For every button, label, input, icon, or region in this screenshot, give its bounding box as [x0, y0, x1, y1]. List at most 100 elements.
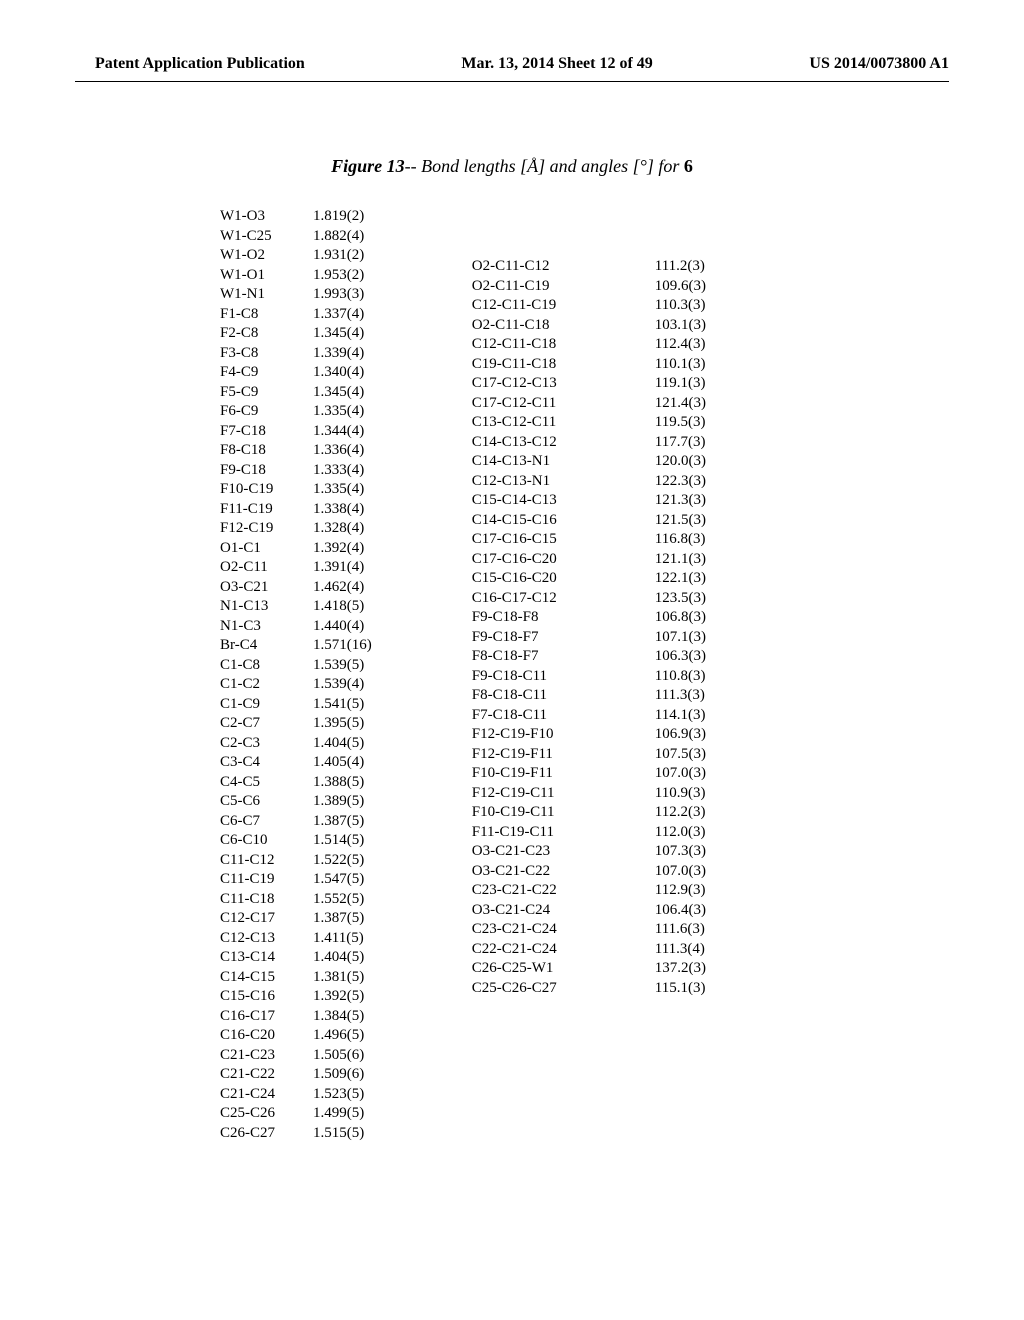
data-cell: F11-C19: [220, 500, 275, 520]
data-cell: 111.3(4): [655, 940, 706, 960]
data-cell: 1.539(4): [313, 675, 372, 695]
data-cell: F2-C8: [220, 324, 275, 344]
figure-compound-number: 6: [684, 156, 693, 176]
data-cell: 111.2(3): [655, 257, 706, 277]
data-cell: C15-C16: [220, 987, 275, 1007]
data-cell: C2-C7: [220, 714, 275, 734]
data-cell: C22-C21-C24: [472, 940, 557, 960]
data-cell: W1-O1: [220, 266, 275, 286]
data-cell: 1.496(5): [313, 1026, 372, 1046]
data-cell: 121.1(3): [655, 550, 706, 570]
data-cell: 111.3(3): [655, 686, 706, 706]
data-cell: W1-C25: [220, 227, 275, 247]
data-cell: 107.1(3): [655, 628, 706, 648]
data-cell: 1.509(6): [313, 1065, 372, 1085]
data-cell: 1.339(4): [313, 344, 372, 364]
data-cell: 112.2(3): [655, 803, 706, 823]
data-cell: C11-C18: [220, 890, 275, 910]
data-cell: 1.381(5): [313, 968, 372, 988]
data-cell: Br-C4: [220, 636, 275, 656]
data-cell: 107.0(3): [655, 764, 706, 784]
data-cell: C6-C7: [220, 812, 275, 832]
data-cell: 103.1(3): [655, 316, 706, 336]
data-cell: 117.7(3): [655, 433, 706, 453]
data-cell: 119.1(3): [655, 374, 706, 394]
data-cell: O3-C21-C23: [472, 842, 557, 862]
data-cell: F8-C18: [220, 441, 275, 461]
data-cell: C17-C16-C20: [472, 550, 557, 570]
data-cell: 1.522(5): [313, 851, 372, 871]
data-cell: 1.547(5): [313, 870, 372, 890]
data-cell: O1-C1: [220, 539, 275, 559]
data-cell: C16-C17: [220, 1007, 275, 1027]
data-cell: 115.1(3): [655, 979, 706, 999]
data-cell: F9-C18-F7: [472, 628, 557, 648]
data-cell: C12-C17: [220, 909, 275, 929]
data-cell: C11-C12: [220, 851, 275, 871]
data-cell: C4-C5: [220, 773, 275, 793]
data-cell: 122.3(3): [655, 472, 706, 492]
data-cell: F12-C19-C11: [472, 784, 557, 804]
data-cell: 112.9(3): [655, 881, 706, 901]
data-cell: F5-C9: [220, 383, 275, 403]
data-cell: 1.333(4): [313, 461, 372, 481]
data-cell: 1.335(4): [313, 480, 372, 500]
data-cell: 120.0(3): [655, 452, 706, 472]
data-cell: 121.5(3): [655, 511, 706, 531]
data-cell: C26-C25-W1: [472, 959, 557, 979]
data-cell: C16-C17-C12: [472, 589, 557, 609]
data-cell: 1.404(5): [313, 948, 372, 968]
data-cell: 1.388(5): [313, 773, 372, 793]
data-cell: 110.1(3): [655, 355, 706, 375]
data-cell: 1.405(4): [313, 753, 372, 773]
bond-angles-values: 111.2(3)109.6(3)110.3(3)103.1(3)112.4(3)…: [655, 257, 706, 1143]
data-cell: 122.1(3): [655, 569, 706, 589]
bond-lengths-labels: W1-O3W1-C25W1-O2W1-O1W1-N1F1-C8F2-C8F3-C…: [220, 207, 313, 1143]
bond-lengths-column: W1-O3W1-C25W1-O2W1-O1W1-N1F1-C8F2-C8F3-C…: [220, 207, 372, 1143]
data-cell: C17-C16-C15: [472, 530, 557, 550]
data-cell: N1-C3: [220, 617, 275, 637]
data-cell: C12-C11-C19: [472, 296, 557, 316]
data-cell: 1.440(4): [313, 617, 372, 637]
data-cell: 1.552(5): [313, 890, 372, 910]
data-cell: 1.387(5): [313, 909, 372, 929]
data-cell: F12-C19-F10: [472, 725, 557, 745]
header-left: Patent Application Publication: [95, 55, 305, 73]
data-cell: 1.523(5): [313, 1085, 372, 1105]
data-cell: C25-C26-C27: [472, 979, 557, 999]
data-cell: F12-C19-F11: [472, 745, 557, 765]
data-cell: F10-C19-F11: [472, 764, 557, 784]
data-cell: O3-C21-C24: [472, 901, 557, 921]
data-cell: C14-C13-C12: [472, 433, 557, 453]
data-cell: F6-C9: [220, 402, 275, 422]
data-cell: C14-C15-C16: [472, 511, 557, 531]
data-cell: 1.328(4): [313, 519, 372, 539]
data-cell: 123.5(3): [655, 589, 706, 609]
data-cell: C2-C3: [220, 734, 275, 754]
data-cell: 119.5(3): [655, 413, 706, 433]
figure-dash: --: [405, 156, 417, 176]
data-cell: W1-N1: [220, 285, 275, 305]
data-cell: C13-C12-C11: [472, 413, 557, 433]
data-cell: C17-C12-C13: [472, 374, 557, 394]
data-cell: 112.4(3): [655, 335, 706, 355]
data-cell: 107.3(3): [655, 842, 706, 862]
data-cell: C14-C15: [220, 968, 275, 988]
data-cell: F7-C18-C11: [472, 706, 557, 726]
data-cell: 1.404(5): [313, 734, 372, 754]
data-cell: F9-C18: [220, 461, 275, 481]
data-cell: 1.335(4): [313, 402, 372, 422]
data-cell: 1.541(5): [313, 695, 372, 715]
data-cell: C11-C19: [220, 870, 275, 890]
data-cell: 1.387(5): [313, 812, 372, 832]
data-cell: C21-C24: [220, 1085, 275, 1105]
data-cell: 106.4(3): [655, 901, 706, 921]
data-cell: F10-C19-C11: [472, 803, 557, 823]
data-cell: C5-C6: [220, 792, 275, 812]
data-content: W1-O3W1-C25W1-O2W1-O1W1-N1F1-C8F2-C8F3-C…: [0, 207, 1024, 1143]
data-cell: 137.2(3): [655, 959, 706, 979]
data-cell: 1.411(5): [313, 929, 372, 949]
data-cell: 1.819(2): [313, 207, 372, 227]
data-cell: 111.6(3): [655, 920, 706, 940]
data-cell: O3-C21-C22: [472, 862, 557, 882]
